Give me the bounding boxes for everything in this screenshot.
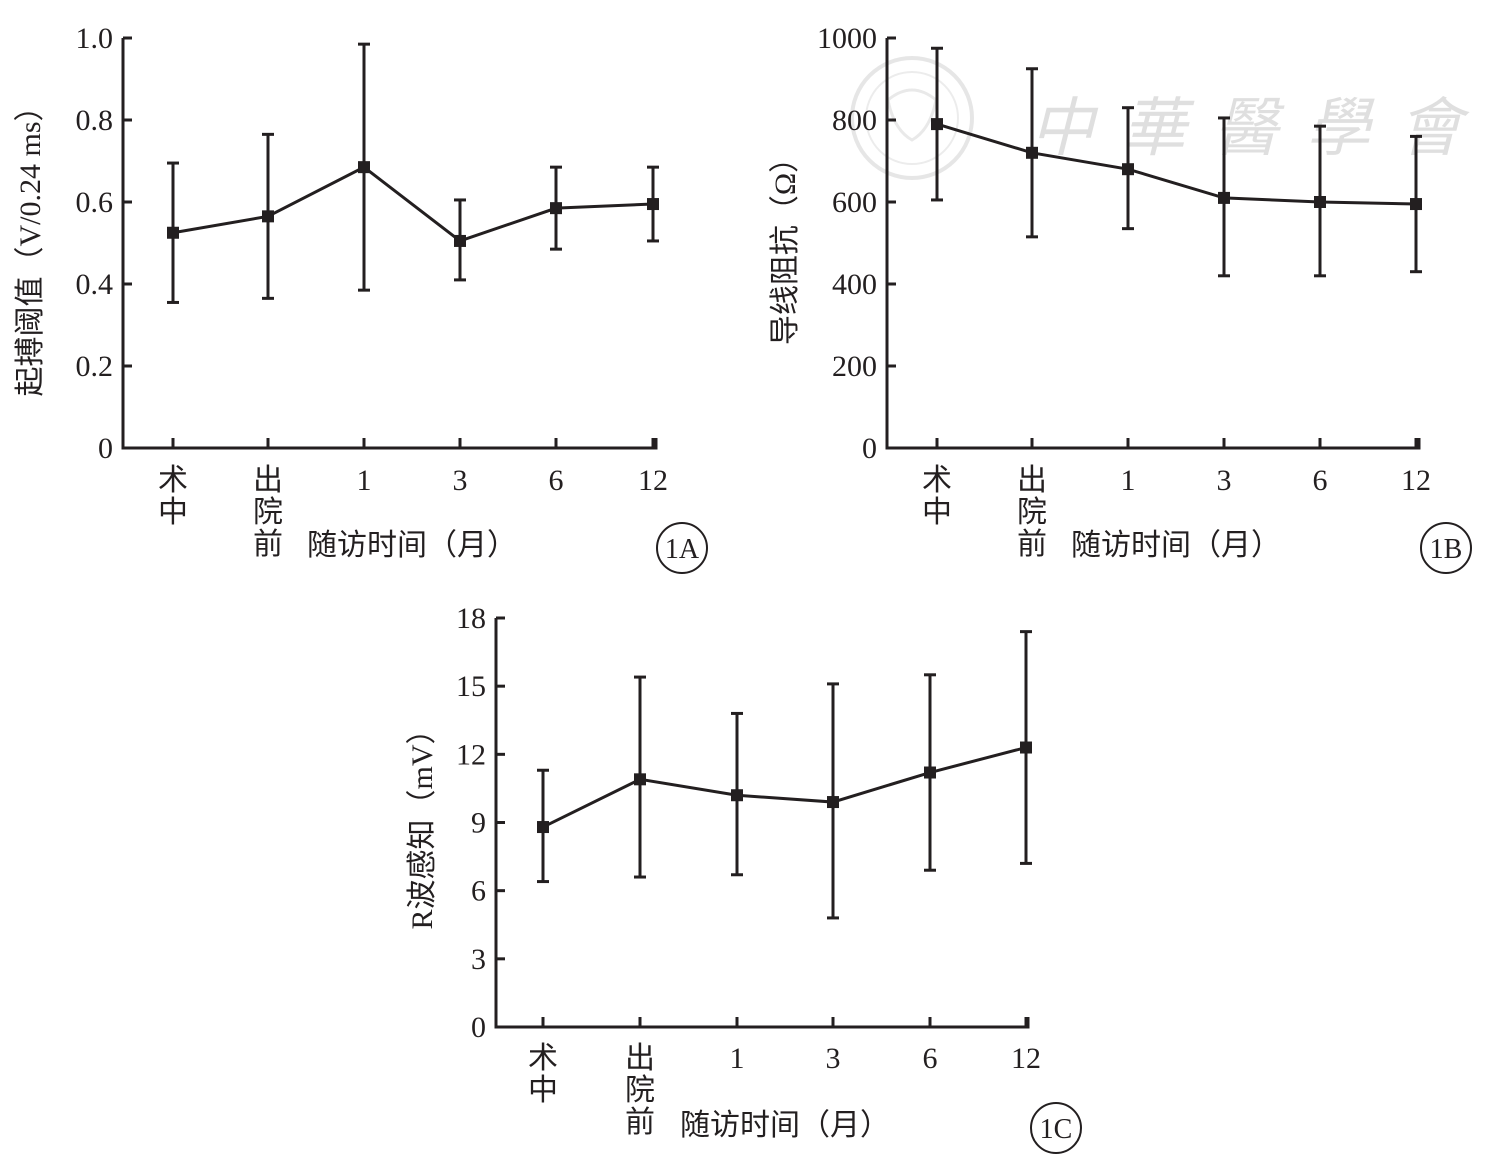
x-tick-label: 出 [1017,464,1047,497]
series-line [542,746,1027,829]
x-tick-label: 12 [1401,464,1431,497]
x-tick-label: 3 [1217,464,1232,497]
x-axis-title: 随访时间（月） [680,1109,890,1142]
y-tick-label: 0 [862,432,877,465]
x-tick-label: 6 [923,1042,938,1075]
x-tick-label: 术 [158,464,188,497]
data-point [731,789,743,802]
panel-label: 1B [1430,534,1463,565]
panel-label-circle [1030,1102,1082,1154]
y-tick-label: 6 [471,875,486,908]
data-point [1314,196,1326,208]
y-tick-label: 18 [456,602,486,635]
seal-logo-icon [850,56,974,180]
x-tick-label: 术 [528,1042,558,1075]
series-line [936,122,1417,206]
data-point [1218,191,1230,204]
x-tick-label: 3 [826,1042,841,1075]
x-tick-label: 前 [253,528,283,561]
x-tick-label: 出 [625,1042,655,1075]
data-point [1026,146,1038,159]
y-axis-title: R波感知（mV） [406,714,439,929]
x-tick-label: 1 [357,464,372,497]
series-line [172,165,654,243]
y-axis-title: 起搏阈值（V/0.24 ms） [14,91,47,396]
x-tick-label: 6 [549,464,564,497]
data-point [537,821,549,834]
y-tick-label: 3 [471,943,486,976]
y-tick-label: 600 [832,186,877,219]
panel-label: 1C [1040,1114,1073,1145]
y-tick-label: 800 [832,104,877,137]
x-tick-label: 6 [1313,464,1328,497]
x-tick-label: 出 [253,464,283,497]
x-tick-label: 前 [625,1106,655,1139]
x-axis-title: 随访时间（月） [307,529,517,562]
chart-1a: 0 0.2 0.4 0.6 0.8 1.0 术中 出院前 1 3 6 12 起搏阈值（V/0.24 ms… [14,22,708,574]
y-tick-label: 1.0 [76,22,114,55]
x-axis-title: 随访时间（月） [1071,529,1281,562]
x-tick-label: 1 [1121,464,1136,497]
y-tick-label: 400 [832,268,877,301]
panel-label-circle [656,522,708,574]
x-tick-label: 12 [1011,1042,1041,1075]
x-tick-label: 院 [625,1074,655,1107]
data-point [1410,198,1422,211]
y-tick-label: 0.8 [76,104,114,137]
data-point [827,796,839,809]
watermark-text: 中華醫學會 [1030,93,1488,164]
x-tick-label: 术 [922,464,952,497]
data-point [634,773,646,786]
x-tick-label: 3 [453,464,468,497]
data-point [454,234,466,247]
y-tick-label: 9 [471,807,486,840]
x-tick-label: 院 [253,496,283,529]
x-tick-label: 前 [1017,528,1047,561]
y-tick-label: 0 [98,432,113,465]
data-point [167,226,179,239]
panel-label: 1A [665,534,700,565]
x-tick-label: 院 [1017,496,1047,529]
x-tick-label: 12 [638,464,668,497]
data-point [647,198,659,211]
y-tick-label: 0.2 [76,350,114,383]
panel-label-circle [1420,522,1472,574]
x-tick-label: 中 [158,496,188,529]
data-point [550,202,562,215]
chart-1c: 0 3 6 9 12 15 18 术中 出院前 1 3 6 12 R波感知（mV） 随访时间（月） 1C [406,602,1082,1154]
data-point [1122,163,1134,176]
y-tick-label: 15 [456,670,486,703]
data-point [1020,741,1032,754]
y-tick-label: 0 [471,1011,486,1044]
y-tick-label: 12 [456,738,486,771]
data-point [358,161,370,174]
data-point [931,118,943,131]
y-tick-label: 0.6 [76,186,114,219]
chart-1b: 0 200 400 600 800 1000 术中 出院前 1 3 6 12 导线阻抗（Ω） 随访时间（月… [769,22,1472,574]
y-tick-label: 200 [832,350,877,383]
x-tick-label: 中 [528,1074,558,1107]
y-tick-label: 0.4 [76,268,114,301]
watermark: 中華醫學會 [850,56,1488,180]
y-axis-title: 导线阻抗（Ω） [769,143,802,345]
x-tick-label: 1 [730,1042,745,1075]
y-tick-label: 1000 [817,22,877,55]
x-tick-label: 中 [922,496,952,529]
data-point [924,766,936,779]
data-point [262,210,274,223]
